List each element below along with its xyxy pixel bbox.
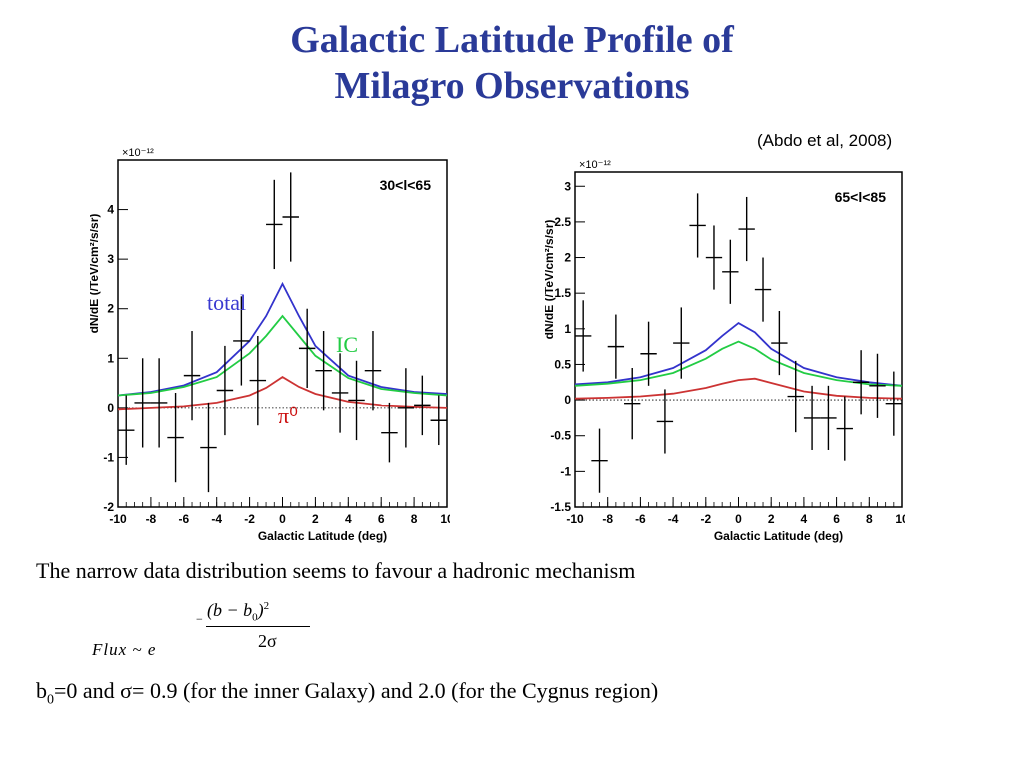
x-axis-label: Galactic Latitude (deg): [714, 529, 843, 543]
y-tick-label: 0: [564, 393, 571, 407]
y-axis-label: dN/dE (/TeV/cm²/s/sr): [545, 220, 556, 340]
y-tick-label: 1.5: [554, 286, 571, 300]
curve-total: [117, 281, 448, 397]
citation: (Abdo et al, 2008): [757, 131, 893, 150]
plot-frame: [117, 159, 448, 508]
formula-denominator: 2σ: [258, 631, 277, 651]
x-tick-label: -4: [668, 512, 679, 526]
x-tick-label: 2: [768, 512, 775, 526]
y-tick-label: -0.5: [550, 429, 571, 443]
y-tick-label: 1: [107, 351, 114, 365]
x-tick-label: -2: [700, 512, 711, 526]
x-tick-label: 6: [378, 512, 385, 526]
x-tick-label: -8: [602, 512, 613, 526]
panel-label: 65<l<85: [835, 189, 887, 205]
y-multiplier: ×10⁻¹²: [122, 147, 154, 159]
x-tick-label: 8: [866, 512, 873, 526]
formula-numerator-close: ): [257, 600, 264, 620]
formula-lhs: Flux ~ e: [92, 640, 157, 659]
x-tick-label: -10: [566, 512, 584, 526]
x-tick-label: 4: [801, 512, 808, 526]
curve-ic: [574, 340, 903, 387]
plot-frame: [574, 171, 903, 508]
x-tick-label: 0: [735, 512, 742, 526]
x-axis-label: Galactic Latitude (deg): [258, 529, 387, 543]
y-tick-label: 2: [564, 251, 571, 265]
parameter-text: b0=0 and σ= 0.9 (for the inner Galaxy) a…: [36, 678, 658, 708]
x-tick-label: -10: [109, 512, 127, 526]
curve-ic: [117, 314, 448, 397]
formula-numerator: (b − b0)2: [207, 600, 269, 624]
slide-title-line1: Galactic Latitude Profile of: [290, 19, 734, 61]
formula-numerator-sup: 2: [263, 600, 270, 612]
y-tick-label: 1: [564, 322, 571, 336]
y-tick-label: -2: [103, 500, 114, 514]
formula-numerator-sub: 0: [252, 611, 258, 624]
annotation-pi0: π⁰: [278, 403, 298, 428]
slide-title-line2: Milagro Observations: [334, 65, 690, 107]
y-tick-label: 0.5: [554, 357, 571, 371]
param-rest: =0 and σ= 0.9 (for the inner Galaxy) and…: [54, 678, 659, 703]
panel-label: 30<l<65: [380, 177, 432, 193]
y-tick-label: 4: [107, 203, 114, 217]
annotation-total: total: [207, 290, 246, 315]
param-b-sub: 0: [47, 692, 54, 708]
x-tick-label: -2: [244, 512, 255, 526]
x-tick-label: -8: [146, 512, 157, 526]
y-tick-label: 3: [107, 252, 114, 266]
curve-pi0: [117, 376, 448, 411]
formula-numerator-text: (b − b: [207, 600, 253, 620]
plot-panel-right: -10 -8 -6 -4 -2 0 2 4 6 8 10 -1.5 -1 -0.5 0 0.5 1 1.5 2 2.5…: [545, 140, 905, 550]
y-tick-label: 0: [107, 401, 114, 415]
y-tick-label: -1.5: [550, 500, 571, 514]
x-tick-label: 8: [411, 512, 418, 526]
y-tick-label: 3: [564, 179, 571, 193]
formula-minus: −: [196, 612, 203, 626]
x-tick-label: 10: [440, 512, 450, 526]
curve-total: [574, 322, 903, 387]
x-tick-label: -6: [635, 512, 646, 526]
y-tick-label: -1: [103, 450, 114, 464]
x-tick-label: 4: [345, 512, 352, 526]
formula-fraction-bar: [206, 626, 310, 627]
x-tick-label: 0: [279, 512, 286, 526]
x-tick-label: 2: [312, 512, 319, 526]
y-tick-label: -1: [560, 464, 571, 478]
y-tick-label: 2: [107, 302, 114, 316]
y-multiplier: ×10⁻¹²: [579, 159, 611, 171]
x-tick-label: 10: [895, 512, 905, 526]
curve-pi0: [574, 377, 903, 400]
y-tick-label: 2.5: [554, 215, 571, 229]
x-tick-label: -6: [178, 512, 189, 526]
annotation-ic: IC: [336, 332, 358, 357]
caption-text: The narrow data distribution seems to fa…: [36, 558, 636, 583]
x-tick-label: -4: [211, 512, 222, 526]
plot-right-svg: -10 -8 -6 -4 -2 0 2 4 6 8 10 -1.5 -1 -0.5 0 0.5 1 1.5 2 2.5…: [545, 159, 905, 543]
param-b: b: [36, 678, 47, 703]
x-tick-label: 6: [833, 512, 840, 526]
y-axis-label: dN/dE (/TeV/cm²/s/sr): [90, 214, 101, 334]
